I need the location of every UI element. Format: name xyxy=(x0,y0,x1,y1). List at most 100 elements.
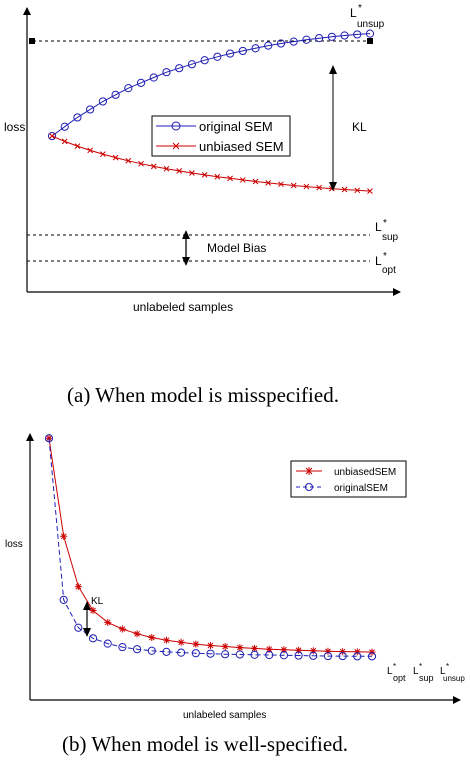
ref-unsup-star: * xyxy=(446,662,449,671)
series-0-point-16 xyxy=(280,646,288,654)
series-1-point-9 xyxy=(177,648,186,657)
series-0-point-9 xyxy=(177,638,185,646)
series-0-point-18 xyxy=(276,39,286,48)
series-0-point-7 xyxy=(136,78,146,87)
series-1-point-7 xyxy=(138,160,144,167)
ref-sup-main: L xyxy=(375,220,382,234)
series-1-point-1 xyxy=(61,138,68,145)
series-0-point-6 xyxy=(133,630,141,638)
series-0-point-16 xyxy=(251,44,260,53)
panel-a-legend: original SEM unbiased SEM xyxy=(151,115,291,157)
ref-unsup-sub: unsup xyxy=(357,19,385,30)
series-1-point-13 xyxy=(214,173,221,180)
legend-unbiased-label: unbiased SEM xyxy=(199,139,284,154)
series-0-point-1 xyxy=(60,122,69,131)
series-1-point-3 xyxy=(87,147,94,154)
series-line-0 xyxy=(51,33,371,137)
series-1-point-24 xyxy=(354,187,361,194)
legend-box xyxy=(290,460,407,498)
series-0-point-20 xyxy=(339,648,347,656)
series-0-point-2 xyxy=(73,113,82,122)
series-1-point-12 xyxy=(201,172,208,178)
series-1-point-8 xyxy=(162,647,171,656)
panel-a-reference-lines xyxy=(27,38,373,262)
legend-unbiased-x-icon xyxy=(172,142,180,150)
series-0-point-19 xyxy=(324,647,332,655)
series-1-point-18 xyxy=(278,181,284,188)
series-1-point-7 xyxy=(147,646,156,655)
series-1-point-17 xyxy=(294,651,303,660)
ref-sup-sub: sup xyxy=(419,673,434,683)
series-0-point-19 xyxy=(289,37,298,46)
series-0-point-1 xyxy=(60,532,68,540)
panel-b-ref-label-unsup: L * unsup xyxy=(440,662,465,683)
panel-b-series xyxy=(44,434,377,661)
ref-opt-main: L xyxy=(375,254,382,268)
ref-unsup-main: L xyxy=(350,6,357,20)
panel-b-xlabel: unlabeled samples xyxy=(183,710,266,721)
series-1-point-11 xyxy=(206,649,215,658)
legend-unbiased-label: unbiasedSEM xyxy=(334,467,396,478)
panel-a-caption: (a) When model is misspecified. xyxy=(67,383,339,407)
series-1-point-8 xyxy=(150,163,157,170)
panel-b-ref-label-opt: L * opt xyxy=(387,662,406,683)
legend-original-circle-icon xyxy=(305,483,313,491)
series-0-point-11 xyxy=(187,60,197,69)
series-0-point-23 xyxy=(340,31,349,40)
series-1-point-13 xyxy=(235,650,244,659)
series-1-point-21 xyxy=(353,652,362,661)
ref-label-sup: L * sup xyxy=(375,218,399,243)
model-bias-annotation: Model Bias xyxy=(207,241,266,255)
series-1-point-17 xyxy=(265,180,272,186)
series-1-point-16 xyxy=(279,651,289,660)
ref-label-opt: L * opt xyxy=(375,251,396,276)
series-0-point-5 xyxy=(111,90,120,99)
series-1-point-9 xyxy=(163,165,170,172)
panel-a-axes xyxy=(23,7,401,296)
series-1-point-0 xyxy=(49,133,55,139)
series-1-point-6 xyxy=(125,157,132,164)
legend-original-label: original SEM xyxy=(199,119,273,134)
series-0-point-5 xyxy=(118,625,126,633)
series-0-point-15 xyxy=(238,46,247,56)
series-1-point-14 xyxy=(227,175,233,182)
series-0-point-9 xyxy=(162,68,171,77)
series-0-point-25 xyxy=(365,29,375,38)
series-0-point-17 xyxy=(264,41,273,50)
panel-a-ylabel: loss xyxy=(4,120,25,134)
series-0-point-17 xyxy=(295,646,303,654)
series-0-point-22 xyxy=(327,32,336,41)
legend-original-circle-icon xyxy=(171,121,181,131)
series-1-point-4 xyxy=(103,639,112,648)
ref-opt-main: L xyxy=(387,666,393,677)
panel-b-kl-annotation: KL xyxy=(91,596,104,607)
series-0-point-14 xyxy=(225,49,235,58)
ref-opt-sub: opt xyxy=(382,265,396,276)
ref-unsup-main: L xyxy=(440,666,446,677)
series-1-point-14 xyxy=(250,650,259,659)
series-0-point-7 xyxy=(148,634,156,642)
series-0-point-24 xyxy=(353,30,362,39)
panel-a-xlabel: unlabeled samples xyxy=(133,300,233,314)
panel-a: loss unlabeled samples L * unsup L * sup… xyxy=(4,3,401,407)
series-1-point-10 xyxy=(191,649,200,658)
ref-opt-sub: opt xyxy=(393,673,406,683)
ref-opt-star: * xyxy=(393,662,396,671)
legend-original-label: originalSEM xyxy=(334,483,388,494)
series-0-point-13 xyxy=(213,52,222,61)
series-1-point-15 xyxy=(265,650,274,660)
series-1-point-5 xyxy=(118,642,127,652)
ref-sup-star: * xyxy=(383,218,387,229)
series-1-point-6 xyxy=(132,645,142,654)
series-0-point-22 xyxy=(368,648,376,656)
ref-unsup-sub: unsup xyxy=(443,674,465,683)
kl-annotation: KL xyxy=(352,120,367,134)
ref-sup-main: L xyxy=(413,666,419,677)
series-1-point-18 xyxy=(309,651,318,660)
panel-b-ylabel: loss xyxy=(5,539,23,550)
series-1-point-1 xyxy=(59,595,68,605)
series-line-1 xyxy=(48,438,372,657)
series-1-point-10 xyxy=(176,168,183,174)
series-0-point-8 xyxy=(162,636,170,644)
